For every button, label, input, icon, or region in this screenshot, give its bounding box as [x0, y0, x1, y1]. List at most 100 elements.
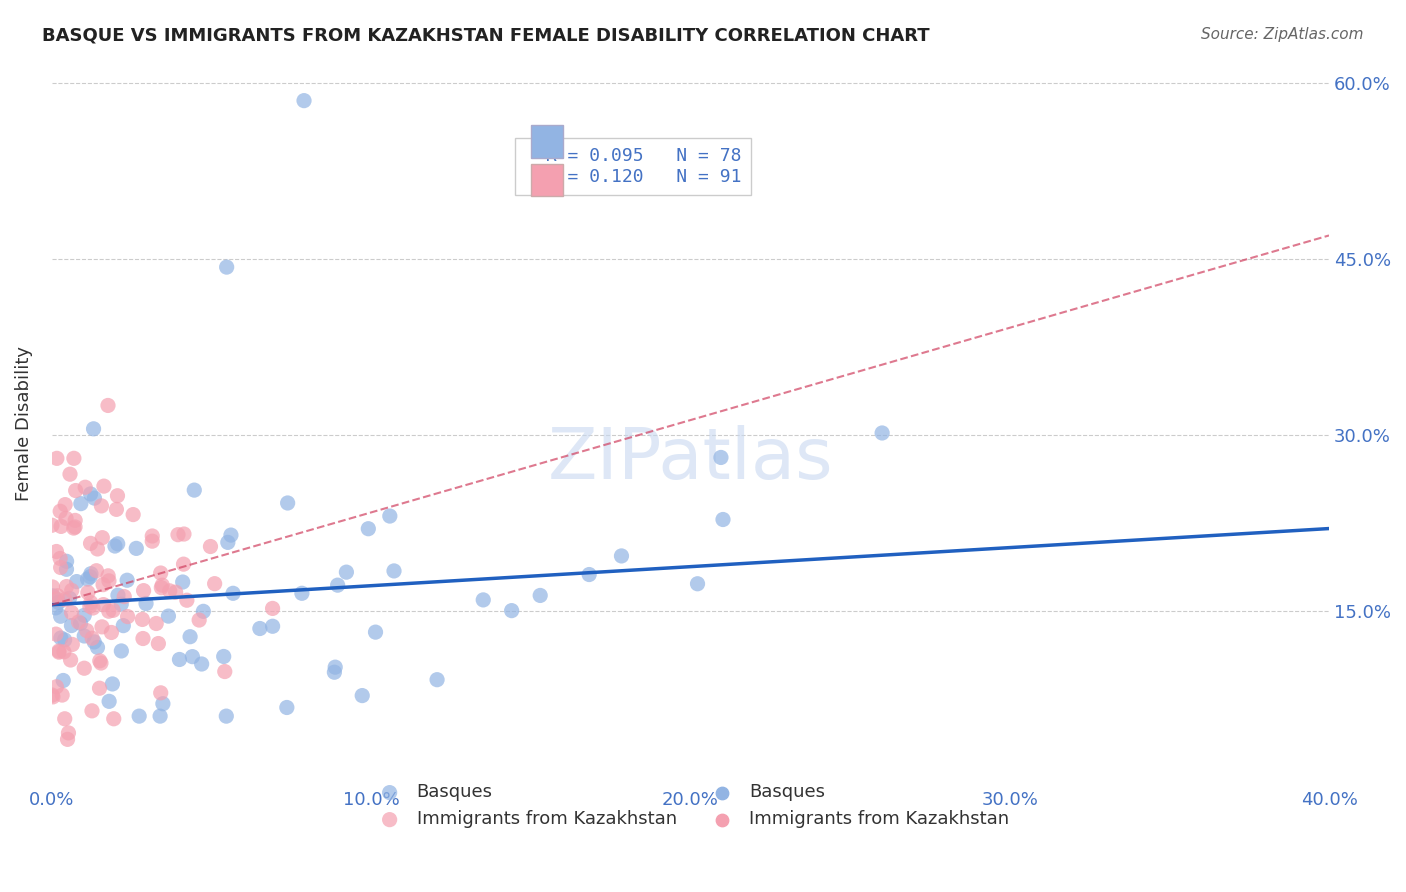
Immigrants from Kazakhstan [91, 531, 114, 545]
Basques [364, 625, 387, 640]
Immigrants from Kazakhstan [93, 479, 115, 493]
Basques [49, 631, 72, 645]
FancyBboxPatch shape [530, 163, 562, 196]
Immigrants from Kazakhstan [117, 609, 139, 624]
Basques [42, 589, 65, 603]
Basques [193, 604, 215, 618]
Basques [870, 425, 893, 440]
Legend: Basques, Immigrants from Kazakhstan, Basques, Immigrants from Kazakhstan: Basques, Immigrants from Kazakhstan, Bas… [364, 776, 1017, 836]
Immigrants from Kazakhstan [62, 521, 84, 535]
Immigrants from Kazakhstan [76, 624, 98, 638]
Immigrants from Kazakhstan [150, 578, 173, 592]
Immigrants from Kazakhstan [107, 489, 129, 503]
Basques [70, 497, 93, 511]
Basques [83, 422, 105, 436]
Immigrants from Kazakhstan [101, 603, 124, 617]
Basques [60, 618, 83, 632]
Immigrants from Kazakhstan [176, 593, 198, 607]
Basques [710, 450, 733, 465]
Basques [152, 697, 174, 711]
Basques [73, 608, 96, 623]
Basques [86, 640, 108, 655]
Immigrants from Kazakhstan [59, 653, 82, 667]
Basques [73, 629, 96, 643]
Y-axis label: Female Disability: Female Disability [15, 345, 32, 500]
Basques [335, 565, 357, 579]
Immigrants from Kazakhstan [103, 712, 125, 726]
Basques [262, 619, 284, 633]
Basques [48, 595, 70, 609]
Basques [472, 593, 495, 607]
Immigrants from Kazakhstan [58, 726, 80, 740]
Immigrants from Kazakhstan [86, 564, 108, 578]
Immigrants from Kazakhstan [112, 590, 135, 604]
Basques [181, 649, 204, 664]
Basques [55, 554, 77, 568]
Immigrants from Kazakhstan [100, 625, 122, 640]
Immigrants from Kazakhstan [63, 513, 86, 527]
Immigrants from Kazakhstan [93, 598, 115, 612]
Basques [169, 652, 191, 666]
Basques [326, 578, 349, 592]
Immigrants from Kazakhstan [262, 601, 284, 615]
Immigrants from Kazakhstan [167, 527, 190, 541]
Basques [212, 649, 235, 664]
Basques [426, 673, 449, 687]
Immigrants from Kazakhstan [132, 632, 155, 646]
Basques [80, 566, 103, 581]
Immigrants from Kazakhstan [105, 502, 128, 516]
Immigrants from Kazakhstan [204, 576, 226, 591]
Immigrants from Kazakhstan [91, 620, 114, 634]
Basques [183, 483, 205, 497]
Immigrants from Kazakhstan [214, 665, 236, 679]
Basques [217, 535, 239, 549]
Basques [277, 496, 299, 510]
Basques [110, 597, 132, 611]
Basques [128, 709, 150, 723]
Basques [219, 528, 242, 542]
Immigrants from Kazakhstan [42, 690, 65, 704]
Basques [101, 677, 124, 691]
Basques [79, 487, 101, 501]
Basques [98, 694, 121, 708]
Immigrants from Kazakhstan [97, 604, 120, 618]
Immigrants from Kazakhstan [52, 645, 75, 659]
Immigrants from Kazakhstan [41, 580, 63, 594]
Immigrants from Kazakhstan [41, 518, 63, 533]
FancyBboxPatch shape [530, 125, 562, 158]
Basques [107, 588, 129, 602]
Text: ZIPatlas: ZIPatlas [547, 425, 834, 494]
Immigrants from Kazakhstan [73, 661, 96, 675]
Basques [58, 591, 80, 606]
Immigrants from Kazakhstan [55, 511, 77, 525]
Text: R = 0.095   N = 78
  R = 0.120   N = 91: R = 0.095 N = 78 R = 0.120 N = 91 [524, 147, 742, 186]
Basques [76, 572, 98, 586]
Immigrants from Kazakhstan [89, 654, 111, 668]
Basques [135, 597, 157, 611]
Basques [357, 522, 380, 536]
Basques [69, 616, 91, 631]
Basques [49, 609, 72, 624]
Immigrants from Kazakhstan [90, 656, 112, 670]
Immigrants from Kazakhstan [173, 557, 195, 571]
Immigrants from Kazakhstan [97, 569, 120, 583]
Immigrants from Kazakhstan [149, 566, 172, 580]
Immigrants from Kazakhstan [60, 606, 83, 620]
Basques [179, 630, 201, 644]
Immigrants from Kazakhstan [48, 645, 70, 659]
Basques [323, 665, 346, 680]
Basques [249, 622, 271, 636]
Basques [291, 586, 314, 600]
Immigrants from Kazakhstan [149, 686, 172, 700]
Immigrants from Kazakhstan [122, 508, 145, 522]
Immigrants from Kazakhstan [77, 585, 100, 599]
Immigrants from Kazakhstan [165, 585, 187, 599]
Immigrants from Kazakhstan [90, 499, 112, 513]
Immigrants from Kazakhstan [45, 627, 67, 641]
Basques [66, 574, 89, 589]
Basques [292, 94, 315, 108]
Immigrants from Kazakhstan [65, 483, 87, 498]
Basques [190, 657, 212, 671]
Basques [222, 586, 245, 600]
Immigrants from Kazakhstan [45, 544, 67, 558]
